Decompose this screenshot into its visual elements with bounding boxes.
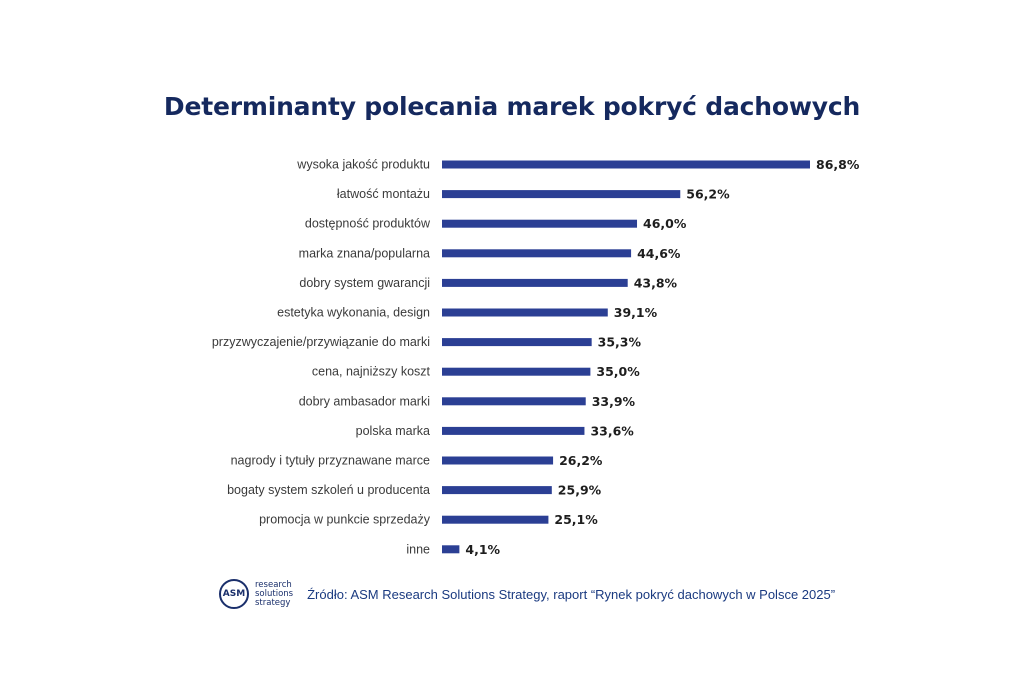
value-label: 43,8% [634, 275, 678, 290]
value-label: 26,2% [559, 453, 603, 468]
bar [442, 190, 681, 199]
value-label: 4,1% [465, 542, 500, 557]
category-label: inne [406, 542, 430, 556]
value-label: 35,0% [596, 364, 640, 379]
bar [442, 486, 552, 495]
logo-line-solutions: solutions [255, 588, 294, 599]
bar [442, 308, 608, 317]
bar [442, 219, 638, 228]
bars-group: wysoka jakość produktu 86,8% łatwość monta… [212, 157, 860, 557]
category-label: bogaty system szkoleń u producenta [227, 483, 430, 497]
source-note: Źródło: ASM Research Solutions Strategy,… [307, 586, 836, 602]
category-label: wysoka jakość produktu [296, 158, 430, 172]
logo-line-strategy: strategy [255, 597, 291, 608]
bar [442, 545, 460, 554]
logo-abbr: ASM [222, 589, 246, 599]
asm-logo: ASM [219, 579, 249, 609]
chart-title: Determinanty polecania marek pokryć dach… [163, 92, 861, 121]
bar [442, 160, 810, 169]
bar [442, 426, 585, 435]
bar [442, 397, 586, 406]
value-label: 86,8% [816, 157, 860, 172]
value-label: 25,9% [558, 483, 602, 498]
value-label: 39,1% [614, 305, 658, 320]
category-label: nagrody i tytuły przyznawane marce [231, 454, 430, 468]
bar [442, 515, 549, 524]
category-label: przyzwyczajenie/przywiązanie do marki [212, 335, 430, 349]
bar [442, 278, 628, 287]
category-label: dostępność produktów [305, 217, 431, 231]
value-label: 44,6% [637, 246, 681, 261]
category-label: polska marka [356, 424, 430, 438]
value-label: 33,6% [590, 423, 634, 438]
category-label: promocja w punkcie sprzedaży [259, 513, 431, 527]
footer: ASM research solutions strategy Źródło: … [219, 576, 835, 612]
category-label: łatwość montażu [337, 187, 430, 201]
value-label: 25,1% [554, 512, 598, 527]
logo-line-research: research [255, 579, 292, 590]
category-label: estetyka wykonania, design [277, 306, 430, 320]
category-label: cena, najniższy koszt [312, 365, 431, 379]
logo-text: research solutions strategy [255, 579, 294, 608]
value-label: 46,0% [643, 216, 687, 231]
value-label: 33,9% [592, 394, 636, 409]
value-label: 35,3% [598, 335, 642, 350]
category-label: marka znana/popularna [299, 246, 430, 260]
category-label: dobry system gwarancji [299, 276, 430, 290]
bar [442, 456, 554, 465]
value-label: 56,2% [686, 187, 730, 202]
bar [442, 249, 632, 258]
bar [442, 338, 592, 347]
bar [442, 367, 591, 376]
category-label: dobry ambasador marki [299, 394, 430, 408]
